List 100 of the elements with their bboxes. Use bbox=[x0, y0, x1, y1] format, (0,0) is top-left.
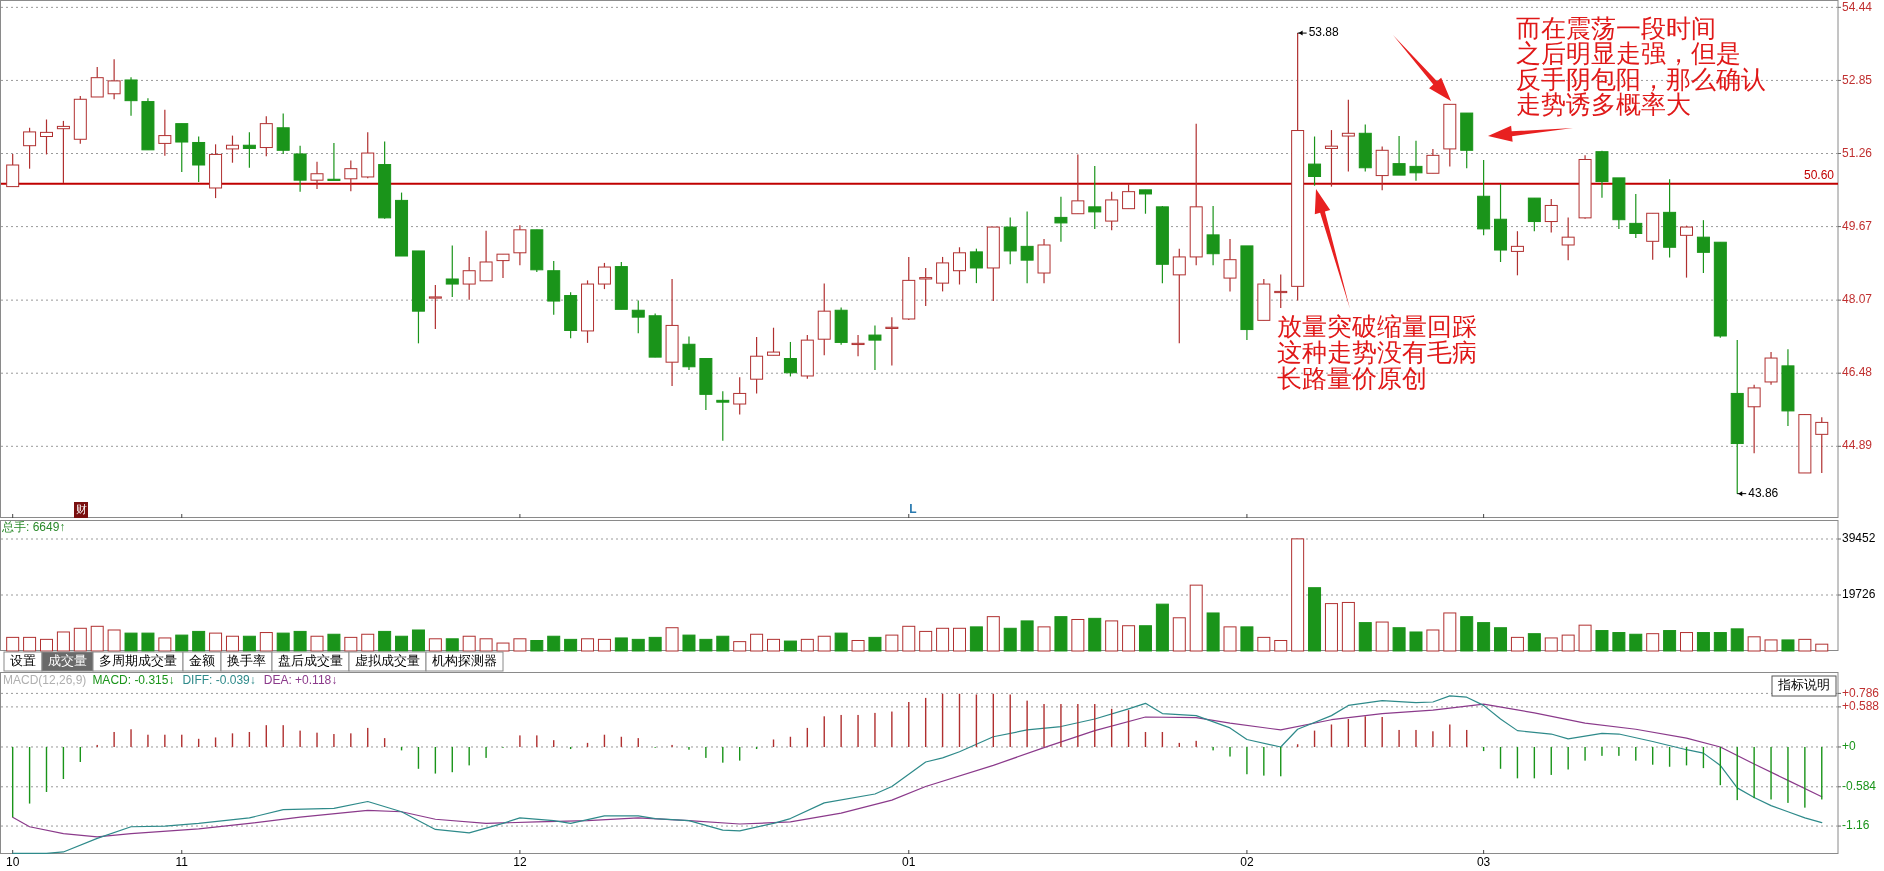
bar bbox=[1680, 632, 1694, 652]
bar bbox=[1037, 626, 1051, 652]
bar bbox=[1747, 636, 1761, 652]
bar bbox=[1713, 632, 1727, 652]
bar bbox=[1020, 620, 1034, 652]
text: MACD: -0.315↓ bbox=[92, 673, 175, 688]
bar bbox=[1324, 603, 1338, 652]
bar bbox=[699, 638, 713, 652]
bar bbox=[1764, 639, 1778, 652]
bar bbox=[1409, 631, 1423, 652]
bar bbox=[868, 636, 882, 652]
bar bbox=[581, 638, 595, 652]
y-tick-label: 49.67 bbox=[1842, 218, 1873, 233]
bar bbox=[733, 641, 747, 652]
bar bbox=[1443, 612, 1457, 652]
bar bbox=[1122, 625, 1136, 652]
x-tick-label: 01 bbox=[902, 855, 916, 870]
annotation: 反手阴包阳，那么确认 bbox=[1516, 65, 1766, 93]
bar bbox=[986, 616, 1000, 652]
bar bbox=[513, 638, 527, 652]
bar bbox=[411, 629, 425, 652]
bar bbox=[767, 638, 781, 652]
bar bbox=[1206, 612, 1220, 652]
bar bbox=[631, 638, 645, 652]
bar bbox=[800, 638, 814, 652]
y-tick-label: +0.588 bbox=[1842, 699, 1880, 714]
bar bbox=[242, 635, 256, 652]
bar bbox=[952, 627, 966, 652]
annotation: 而在震荡一段时间 bbox=[1516, 14, 1716, 42]
bar bbox=[902, 625, 916, 652]
annotation: 53.88 bbox=[1308, 25, 1339, 40]
bar bbox=[1781, 639, 1795, 652]
bar bbox=[141, 632, 155, 652]
bar bbox=[716, 635, 730, 652]
bar bbox=[445, 638, 459, 652]
bar bbox=[614, 637, 628, 652]
y-tick-label: +0.786 bbox=[1842, 685, 1880, 700]
bar bbox=[1561, 634, 1575, 652]
annotation: 长路量价原创 bbox=[1277, 364, 1427, 392]
bar bbox=[1392, 627, 1406, 652]
bar bbox=[1054, 616, 1068, 652]
bar bbox=[1510, 636, 1524, 652]
bar bbox=[293, 630, 307, 652]
bar bbox=[1460, 616, 1474, 652]
bar bbox=[1798, 638, 1812, 652]
annotation: L bbox=[909, 502, 917, 517]
bar bbox=[1426, 629, 1440, 652]
text: 多周期成交量 bbox=[99, 653, 177, 669]
y-tick-label: 46.48 bbox=[1842, 365, 1873, 380]
bar bbox=[597, 638, 611, 652]
annotation: 这种走势没有毛病 bbox=[1277, 338, 1477, 366]
bar bbox=[665, 627, 679, 652]
bar bbox=[783, 640, 797, 652]
bar bbox=[1105, 620, 1119, 652]
bar bbox=[1291, 538, 1305, 652]
bar bbox=[682, 634, 696, 652]
annotation: 放量突破缩量回踩 bbox=[1277, 312, 1477, 340]
bar bbox=[1730, 628, 1744, 652]
bar bbox=[936, 627, 950, 652]
bar bbox=[1189, 584, 1203, 652]
y-tick-label: 44.89 bbox=[1842, 438, 1873, 453]
bar bbox=[648, 636, 662, 652]
text: 机构探测器 bbox=[432, 653, 497, 669]
line-series bbox=[12, 695, 1823, 854]
y-tick-label: 51.26 bbox=[1842, 145, 1873, 160]
x-tick-label: 10 bbox=[6, 855, 20, 870]
y-tick-label: 48.07 bbox=[1842, 292, 1873, 307]
bar bbox=[1223, 626, 1237, 652]
bar bbox=[1544, 637, 1558, 652]
bar bbox=[378, 630, 392, 652]
bar bbox=[1494, 627, 1508, 652]
text: DEA: +0.118↓ bbox=[263, 673, 338, 688]
annotation: 总手: 6649↑ bbox=[1, 520, 66, 535]
bar bbox=[1612, 632, 1626, 652]
bar bbox=[817, 635, 831, 652]
bar bbox=[834, 632, 848, 652]
bar bbox=[1375, 621, 1389, 652]
bar bbox=[1071, 618, 1085, 652]
y-tick-label: 54.44 bbox=[1842, 0, 1873, 14]
y-tick-label: +0 bbox=[1842, 739, 1857, 754]
text: 盘后成交量 bbox=[278, 653, 343, 669]
bar bbox=[1815, 643, 1829, 652]
bar bbox=[750, 633, 764, 652]
bar bbox=[124, 632, 138, 652]
bar bbox=[1138, 625, 1152, 652]
bar bbox=[1172, 617, 1186, 652]
bar bbox=[73, 627, 87, 652]
bar bbox=[547, 635, 561, 652]
bar bbox=[851, 640, 865, 652]
bar bbox=[1155, 603, 1169, 652]
text: 金额 bbox=[189, 653, 215, 669]
bar bbox=[1646, 633, 1660, 652]
bar bbox=[1578, 624, 1592, 652]
x-tick-label: 03 bbox=[1476, 855, 1491, 870]
y-tick-label: 39452 bbox=[1842, 531, 1876, 546]
y-tick-label: -0.584 bbox=[1842, 778, 1877, 793]
bar bbox=[1274, 640, 1288, 652]
x-tick-label: 02 bbox=[1240, 855, 1254, 870]
text: 换手率 bbox=[227, 653, 266, 669]
bar bbox=[276, 632, 290, 652]
